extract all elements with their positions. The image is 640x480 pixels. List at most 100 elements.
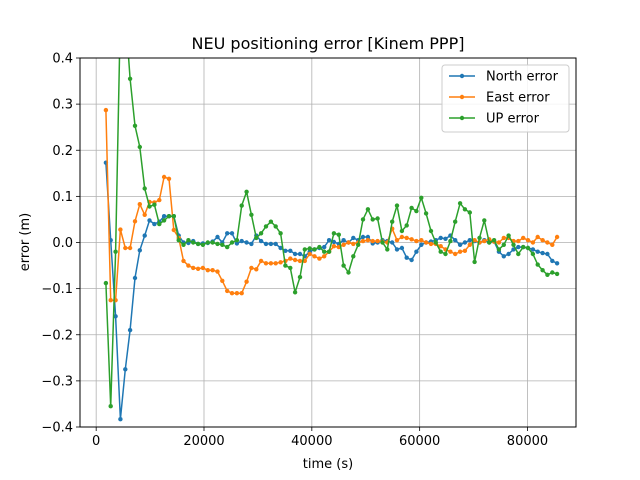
data-point-east-error: [268, 261, 274, 266]
data-point-east-error: [365, 238, 371, 243]
data-point-east-error: [132, 219, 138, 224]
data-point-north-error: [152, 221, 157, 227]
data-point-north-error: [273, 241, 278, 247]
series-up-error: [103, 58, 560, 409]
data-point-up-error: [273, 224, 278, 229]
data-point-north-error: [419, 242, 424, 247]
data-point-up-error: [540, 268, 545, 273]
data-point-up-error: [380, 240, 385, 245]
data-point-east-error: [351, 241, 356, 247]
data-point-east-error: [540, 238, 545, 243]
data-point-up-error: [365, 207, 371, 212]
data-point-up-error: [433, 240, 438, 245]
series-line-up-error: [105, 58, 558, 407]
y-tick-label: 0.2: [52, 144, 73, 159]
legend-label-east-error: East error: [486, 91, 550, 106]
data-point-up-error: [152, 202, 157, 207]
data-point-up-error: [423, 211, 429, 216]
legend-marker-north-error: [459, 73, 465, 79]
y-axis: −0.4 −0.3 −0.2 −0.1 0.0 0.1 0.2 0.3 0.4: [41, 52, 80, 436]
data-point-up-error: [142, 186, 147, 191]
data-point-up-error: [414, 208, 419, 214]
data-point-east-error: [375, 238, 380, 244]
data-point-up-error: [147, 204, 152, 209]
data-point-east-error: [225, 288, 230, 294]
data-point-up-error: [506, 233, 511, 238]
data-point-up-error: [249, 212, 254, 217]
data-point-east-error: [331, 244, 337, 249]
data-point-north-error: [443, 236, 448, 241]
data-point-east-error: [535, 234, 540, 240]
data-point-east-error: [142, 212, 147, 217]
data-point-east-error: [554, 234, 560, 240]
data-point-east-error: [220, 278, 225, 283]
data-point-up-error: [356, 242, 361, 247]
data-point-east-error: [278, 260, 283, 265]
data-point-up-error: [550, 270, 555, 275]
data-point-east-error: [195, 266, 201, 271]
data-point-north-error: [239, 238, 244, 244]
data-point-north-error: [462, 240, 468, 245]
data-point-east-error: [482, 238, 487, 244]
data-point-north-error: [414, 249, 419, 254]
data-point-north-error: [530, 247, 536, 252]
data-point-up-error: [457, 201, 463, 206]
series-layer: [103, 58, 560, 422]
data-point-up-error: [370, 217, 375, 222]
data-point-up-error: [390, 219, 395, 224]
data-point-east-error: [370, 238, 375, 244]
data-point-north-error: [283, 248, 288, 253]
data-point-east-error: [288, 256, 293, 261]
data-point-up-error: [229, 240, 235, 245]
data-point-east-error: [462, 248, 468, 253]
data-point-east-error: [263, 261, 269, 266]
data-point-east-error: [127, 245, 133, 251]
data-point-up-error: [171, 214, 176, 219]
data-point-up-error: [521, 244, 526, 250]
data-point-up-error: [302, 247, 307, 252]
data-point-north-error: [394, 247, 400, 252]
data-point-north-error: [326, 238, 332, 243]
data-point-up-error: [283, 263, 288, 268]
data-point-north-error: [554, 261, 560, 266]
data-point-up-error: [351, 254, 356, 259]
y-tick-label: −0.4: [41, 421, 73, 436]
data-point-up-error: [341, 263, 346, 268]
data-point-north-error: [545, 251, 550, 257]
data-point-up-error: [205, 240, 210, 245]
data-point-up-error: [278, 231, 283, 236]
legend-box: [441, 64, 570, 133]
data-point-north-error: [137, 248, 142, 253]
data-point-up-error: [292, 290, 298, 295]
data-point-east-error: [414, 238, 419, 244]
data-point-up-error: [399, 228, 405, 234]
data-point-north-error: [268, 241, 274, 247]
data-point-up-error: [234, 238, 240, 243]
legend-label-up-error: UP error: [486, 112, 540, 127]
data-point-up-error: [438, 249, 443, 254]
data-point-up-error: [210, 240, 215, 245]
data-point-up-error: [467, 210, 472, 215]
data-point-east-error: [516, 238, 521, 244]
data-point-up-error: [346, 270, 351, 275]
data-point-east-error: [249, 265, 254, 271]
data-point-up-error: [307, 246, 312, 251]
data-point-up-error: [195, 241, 201, 247]
data-point-up-error: [312, 247, 317, 252]
data-point-up-error: [103, 280, 109, 286]
data-point-east-error: [423, 240, 429, 245]
data-point-north-error: [142, 233, 147, 238]
data-point-up-error: [176, 238, 181, 243]
data-point-north-error: [132, 275, 138, 281]
data-point-north-error: [438, 235, 443, 241]
data-point-up-error: [244, 189, 249, 194]
y-tick-label: 0.3: [52, 98, 73, 113]
data-point-north-error: [540, 250, 545, 256]
data-point-up-error: [191, 240, 196, 245]
data-point-north-error: [258, 238, 264, 244]
data-point-up-error: [496, 247, 502, 252]
data-point-north-error: [331, 239, 337, 245]
data-point-north-error: [292, 251, 298, 257]
data-point-east-error: [191, 265, 196, 271]
